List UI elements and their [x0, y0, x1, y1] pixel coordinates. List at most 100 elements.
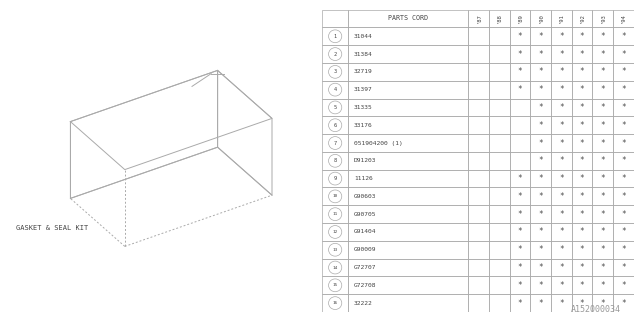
Bar: [509, 28, 531, 45]
Bar: [348, 223, 468, 241]
Bar: [509, 170, 531, 188]
Bar: [531, 134, 551, 152]
Text: *: *: [559, 32, 564, 41]
Text: 3: 3: [333, 69, 337, 74]
Bar: [489, 294, 509, 312]
Text: *: *: [621, 174, 625, 183]
Bar: [322, 170, 348, 188]
Bar: [572, 170, 592, 188]
Text: *: *: [600, 67, 605, 76]
Text: *: *: [580, 192, 584, 201]
Text: '94: '94: [621, 14, 626, 23]
Text: *: *: [559, 263, 564, 272]
Bar: [531, 241, 551, 259]
Text: *: *: [580, 281, 584, 290]
Bar: [531, 188, 551, 205]
Text: *: *: [538, 210, 543, 219]
Text: *: *: [621, 121, 625, 130]
Bar: [489, 134, 509, 152]
Bar: [348, 241, 468, 259]
Text: *: *: [538, 156, 543, 165]
Bar: [468, 259, 489, 276]
Bar: [613, 170, 634, 188]
Bar: [489, 241, 509, 259]
Text: *: *: [538, 121, 543, 130]
Text: *: *: [538, 32, 543, 41]
Bar: [592, 259, 613, 276]
Text: *: *: [580, 67, 584, 76]
Bar: [592, 294, 613, 312]
Bar: [592, 28, 613, 45]
Text: 14: 14: [333, 266, 338, 269]
Bar: [468, 188, 489, 205]
Text: *: *: [538, 245, 543, 254]
Text: *: *: [621, 103, 625, 112]
Text: G90603: G90603: [354, 194, 376, 199]
Text: *: *: [621, 67, 625, 76]
Bar: [551, 45, 572, 63]
Text: *: *: [600, 281, 605, 290]
Bar: [551, 276, 572, 294]
Text: 4: 4: [333, 87, 337, 92]
Text: *: *: [559, 192, 564, 201]
Text: *: *: [600, 85, 605, 94]
Bar: [613, 259, 634, 276]
Bar: [613, 45, 634, 63]
Text: *: *: [538, 103, 543, 112]
Bar: [613, 241, 634, 259]
Text: *: *: [538, 263, 543, 272]
Text: *: *: [559, 210, 564, 219]
Text: *: *: [559, 281, 564, 290]
Text: 31044: 31044: [354, 34, 372, 39]
Text: *: *: [559, 245, 564, 254]
Bar: [613, 63, 634, 81]
Bar: [489, 205, 509, 223]
Bar: [531, 10, 551, 28]
Bar: [322, 241, 348, 259]
Bar: [348, 63, 468, 81]
Bar: [531, 276, 551, 294]
Text: '89: '89: [518, 14, 522, 23]
Text: 12: 12: [333, 230, 338, 234]
Text: *: *: [559, 50, 564, 59]
Bar: [531, 152, 551, 170]
Text: *: *: [559, 156, 564, 165]
Bar: [468, 294, 489, 312]
Text: *: *: [559, 121, 564, 130]
Bar: [572, 45, 592, 63]
Text: D91203: D91203: [354, 158, 376, 163]
Text: *: *: [621, 210, 625, 219]
Bar: [509, 116, 531, 134]
Bar: [531, 223, 551, 241]
Bar: [592, 134, 613, 152]
Text: *: *: [559, 67, 564, 76]
Text: 31335: 31335: [354, 105, 372, 110]
Text: 11126: 11126: [354, 176, 372, 181]
Text: *: *: [600, 174, 605, 183]
Text: 31397: 31397: [354, 87, 372, 92]
Bar: [531, 45, 551, 63]
Text: *: *: [559, 228, 564, 236]
Text: 32222: 32222: [354, 300, 372, 306]
Text: *: *: [518, 281, 522, 290]
Bar: [322, 223, 348, 241]
Text: '93: '93: [600, 14, 605, 23]
Bar: [531, 294, 551, 312]
Bar: [592, 99, 613, 116]
Bar: [468, 223, 489, 241]
Text: *: *: [518, 85, 522, 94]
Bar: [468, 134, 489, 152]
Text: *: *: [580, 32, 584, 41]
Text: *: *: [600, 245, 605, 254]
Text: *: *: [518, 263, 522, 272]
Bar: [592, 81, 613, 99]
Bar: [348, 81, 468, 99]
Bar: [613, 152, 634, 170]
Text: 1: 1: [333, 34, 337, 39]
Text: *: *: [621, 281, 625, 290]
Bar: [551, 99, 572, 116]
Bar: [613, 28, 634, 45]
Bar: [551, 294, 572, 312]
Bar: [592, 223, 613, 241]
Text: *: *: [621, 299, 625, 308]
